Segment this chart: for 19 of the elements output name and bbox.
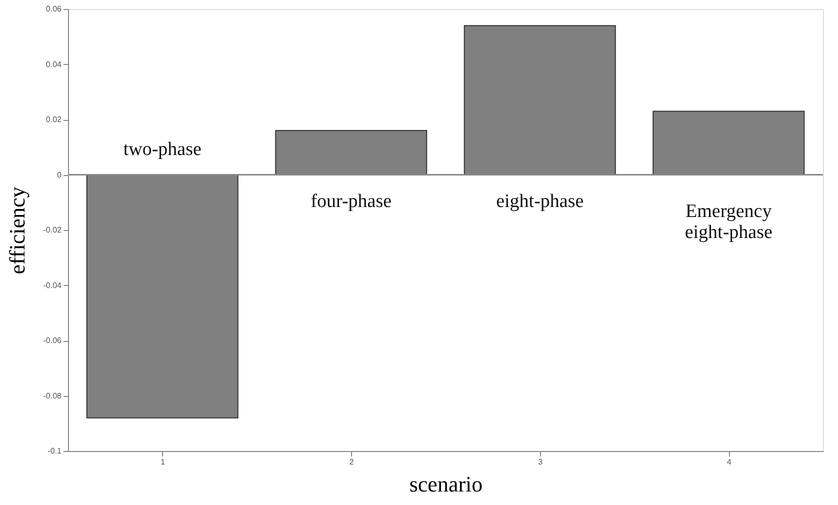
- y-tick-label: 0.06: [46, 4, 62, 14]
- annotation: four-phase: [310, 190, 392, 212]
- y-tick-label: 0.02: [46, 115, 62, 124]
- annotation: eight-phase: [496, 190, 584, 212]
- y-tick-label: 0.04: [46, 60, 62, 69]
- y-tick-label: -0.02: [43, 226, 62, 234]
- x-axis-title: scenario: [409, 472, 483, 496]
- y-tick-label: -0.04: [43, 280, 62, 290]
- y-axis-title: efficiency: [4, 186, 30, 274]
- y-tick-label: -0.06: [43, 336, 62, 345]
- y-tick-label: -0.1: [48, 446, 62, 456]
- x-tick-label: 2: [349, 458, 354, 466]
- y-tick-label: 0: [57, 170, 62, 180]
- x-tick-label: 1: [160, 458, 166, 466]
- x-tick-label: 3: [538, 458, 544, 466]
- annotation: two-phase: [123, 138, 202, 160]
- annotation: Emergency eight-phase: [684, 200, 772, 243]
- x-tick-label: 4: [726, 458, 732, 466]
- y-tick-label: -0.08: [43, 391, 62, 400]
